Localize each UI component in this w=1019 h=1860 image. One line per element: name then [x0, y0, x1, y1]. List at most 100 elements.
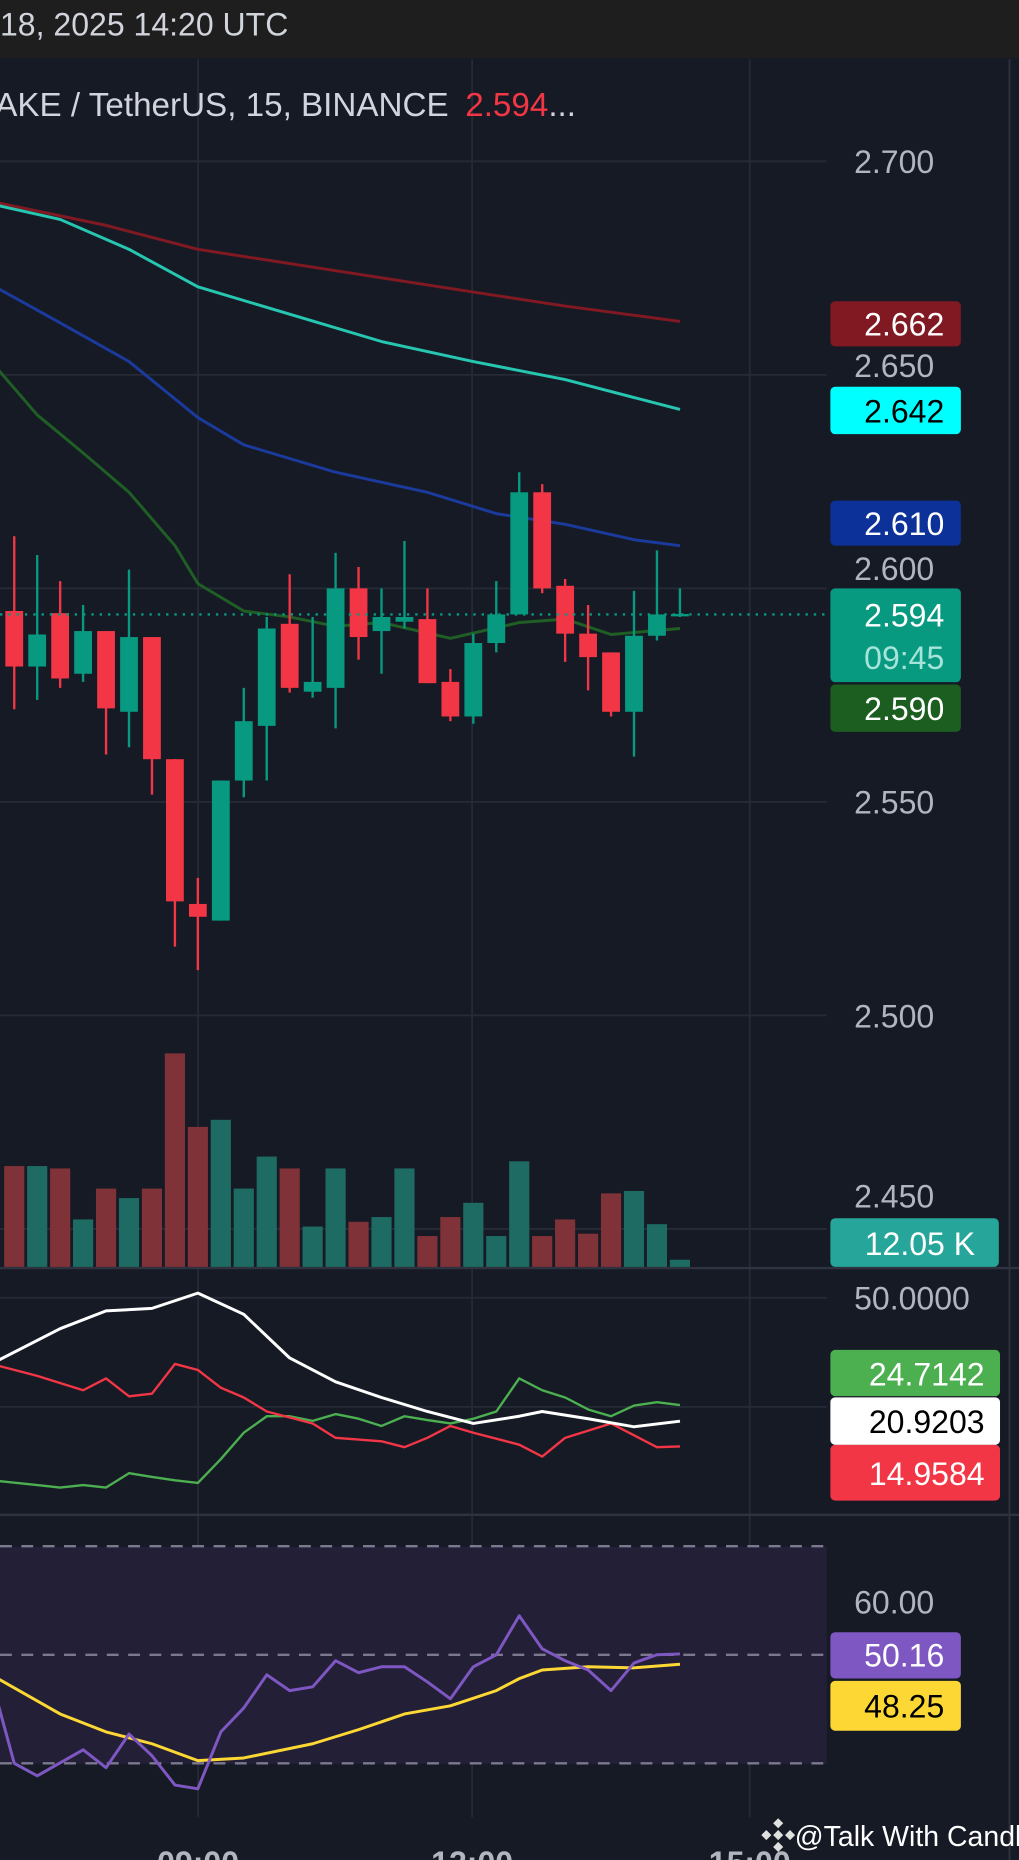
candle-body: [326, 588, 345, 688]
volume-bar: [417, 1236, 438, 1267]
dmi-label-adx: 20.9203: [830, 1397, 1001, 1445]
time-axis[interactable]: 09:00 12:00 15:00: [157, 1845, 791, 1860]
volume-bar: [646, 1224, 668, 1267]
candle-body: [349, 588, 368, 638]
rsi-lines: [0, 1614, 681, 1791]
volume-bar: [440, 1217, 461, 1267]
watermark-text: @Talk With Candle: [795, 1821, 1019, 1853]
price-tick: 2.550: [854, 785, 934, 821]
plus-di-line: [0, 1377, 681, 1489]
rsi-label-value: 50.16: [864, 1638, 944, 1674]
dmi-label-plus-di: 24.7142: [830, 1349, 1001, 1397]
dmi-label-minus-di: 14.9584: [830, 1444, 1001, 1501]
candle-body: [5, 611, 24, 667]
rsi-label-value: 48.25: [864, 1689, 944, 1725]
volume-bar: [4, 1166, 25, 1267]
volume-bar: [118, 1198, 140, 1267]
dmi-axis-tick: 50.0000: [854, 1281, 970, 1317]
time-tick: 15:00: [709, 1845, 791, 1860]
candle-body: [303, 681, 322, 692]
candle-body: [280, 623, 299, 688]
price-tick: 2.700: [854, 144, 934, 180]
candle-body: [28, 634, 47, 667]
candle-body: [395, 616, 414, 622]
candle-body: [74, 631, 92, 674]
legend-ellipsis[interactable]: ...: [548, 87, 576, 124]
volume-bar: [600, 1193, 622, 1267]
volume-bar: [463, 1202, 484, 1267]
candle-body: [188, 903, 207, 917]
rsi-ma-label: 48.25: [830, 1680, 961, 1731]
volume-bar: [509, 1161, 530, 1267]
price-label-ma-blue: 2.610: [830, 500, 961, 546]
price-label-volume: 12.05 K: [830, 1218, 999, 1267]
dmi-label-value: 14.9584: [869, 1456, 985, 1492]
volume-bar: [532, 1236, 553, 1267]
moving-averages: [0, 201, 681, 640]
time-tick: 12:00: [431, 1845, 513, 1860]
volume-bar: [141, 1188, 163, 1267]
candle-body: [120, 637, 138, 712]
candle-body: [143, 637, 161, 760]
candle-body: [166, 759, 184, 902]
symbol-legend[interactable]: AKE / TetherUS, 15, BINANCE 2.594...: [0, 87, 576, 124]
price-axis[interactable]: 2.700 2.650 2.600 2.550 2.500 2.450: [854, 144, 934, 1214]
candle-body: [418, 619, 437, 684]
moving-average-line: [0, 204, 681, 411]
candle-body: [464, 643, 483, 717]
volume-bar: [486, 1236, 507, 1267]
dmi-lines: [0, 1291, 681, 1489]
volume-bar: [371, 1217, 392, 1267]
volume-bar: [95, 1188, 117, 1267]
volume-bar: [394, 1168, 415, 1267]
minus-di-line: [0, 1362, 681, 1458]
volume-bar: [279, 1168, 300, 1267]
price-label-value: 2.662: [864, 307, 944, 343]
price-tick: 2.650: [854, 348, 934, 384]
candle-body: [625, 635, 643, 712]
dmi-label-value: 20.9203: [869, 1404, 985, 1440]
candle-body: [648, 614, 666, 636]
volume-bar: [256, 1156, 277, 1267]
price-label-ma-green: 2.590: [830, 684, 961, 732]
candle-body: [510, 492, 529, 615]
candle-body: [487, 614, 506, 644]
price-tick: 2.500: [854, 998, 934, 1034]
candle-body: [556, 585, 575, 634]
candles: [5, 472, 689, 971]
volume-bar: [325, 1168, 346, 1267]
candle-body: [372, 616, 391, 632]
volume-bar: [187, 1126, 208, 1267]
candle-body: [97, 631, 115, 709]
volume-bar: [578, 1233, 599, 1267]
candle-body: [51, 613, 70, 679]
price-label-ma-red: 2.662: [830, 301, 961, 347]
legend-price: 2.594: [465, 87, 548, 124]
price-label-value: 2.610: [864, 506, 944, 542]
volume-bar: [669, 1259, 690, 1267]
volume-bar: [302, 1226, 323, 1267]
adx-line: [0, 1291, 681, 1429]
price-label-ma-teal: 2.642: [830, 386, 961, 435]
volume-bar: [233, 1188, 254, 1267]
candle-body: [211, 780, 230, 921]
volume-bar: [348, 1221, 369, 1267]
volume-bar: [50, 1168, 71, 1267]
bar-countdown: 09:45: [864, 640, 944, 676]
header-datetime: 18, 2025 14:20 UTC: [0, 7, 288, 43]
candle-body: [441, 681, 460, 717]
candle-body: [234, 721, 253, 781]
rsi-axis-tick: 60.00: [854, 1584, 934, 1620]
legend-symbol: AKE / TetherUS, 15, BINANCE: [0, 87, 449, 124]
volume-bar: [210, 1119, 231, 1267]
price-tick: 2.450: [854, 1179, 934, 1215]
volume-bar: [623, 1190, 645, 1267]
candle-body: [257, 628, 276, 726]
moving-average-line: [0, 287, 681, 548]
header-bar: [0, 0, 1019, 59]
price-label-value: 2.590: [864, 691, 944, 727]
volume-bar: [555, 1219, 576, 1267]
price-label-value: 12.05 K: [865, 1226, 975, 1262]
price-label-last: 2.594 09:45: [830, 588, 961, 683]
